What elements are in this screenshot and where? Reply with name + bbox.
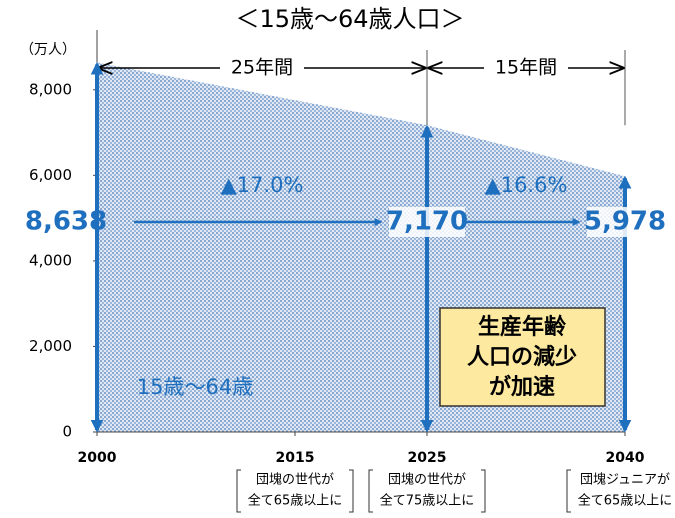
note-text: 団塊の世代が	[388, 472, 466, 488]
change-label: ▲17.0%	[221, 173, 304, 197]
value-label: 5,978	[584, 207, 666, 237]
y-tick-label: 4,000	[29, 251, 72, 269]
chart-title: ＜15歳～64歳人口＞	[235, 5, 464, 33]
x-tick-label: 2000	[78, 450, 117, 466]
callout-box	[439, 307, 606, 407]
change-label: ▲16.6%	[485, 173, 568, 197]
x-tick-label: 2015	[276, 450, 315, 466]
value-label-bg	[587, 207, 663, 237]
x-tick-label: 2025	[408, 450, 447, 466]
callout-text: 人口の減少	[467, 345, 577, 370]
note-text: 全て65歳以上に	[248, 493, 343, 509]
note-text: 全て65歳以上に	[578, 493, 673, 509]
y-tick-label: 0	[62, 423, 72, 441]
period-label-bg	[484, 56, 568, 80]
y-tick-label: 6,000	[29, 166, 72, 184]
period-label-bg	[220, 56, 304, 80]
callout-text: が加速	[489, 374, 555, 400]
period-label: 25年間	[231, 57, 293, 79]
value-label-bg	[389, 207, 465, 237]
note-bracket	[236, 469, 354, 513]
value-label: 7,170	[386, 207, 468, 237]
series-label: 15歳～64歳	[137, 375, 253, 399]
note-text: 団塊ジュニアが	[580, 472, 670, 488]
note-bracket	[566, 469, 571, 513]
note-text: 全て75歳以上に	[380, 493, 475, 509]
note-text: 団塊の世代が	[256, 472, 334, 488]
y-tick-label: 8,000	[29, 80, 72, 98]
y-axis-label: （万人）	[20, 42, 76, 58]
x-tick-label: 2040	[606, 450, 645, 466]
callout-text: 生産年齢	[478, 314, 567, 340]
y-tick-label: 2,000	[29, 337, 72, 355]
value-label: 8,638	[25, 207, 107, 237]
period-label: 15年間	[495, 57, 557, 79]
note-bracket	[368, 469, 486, 513]
